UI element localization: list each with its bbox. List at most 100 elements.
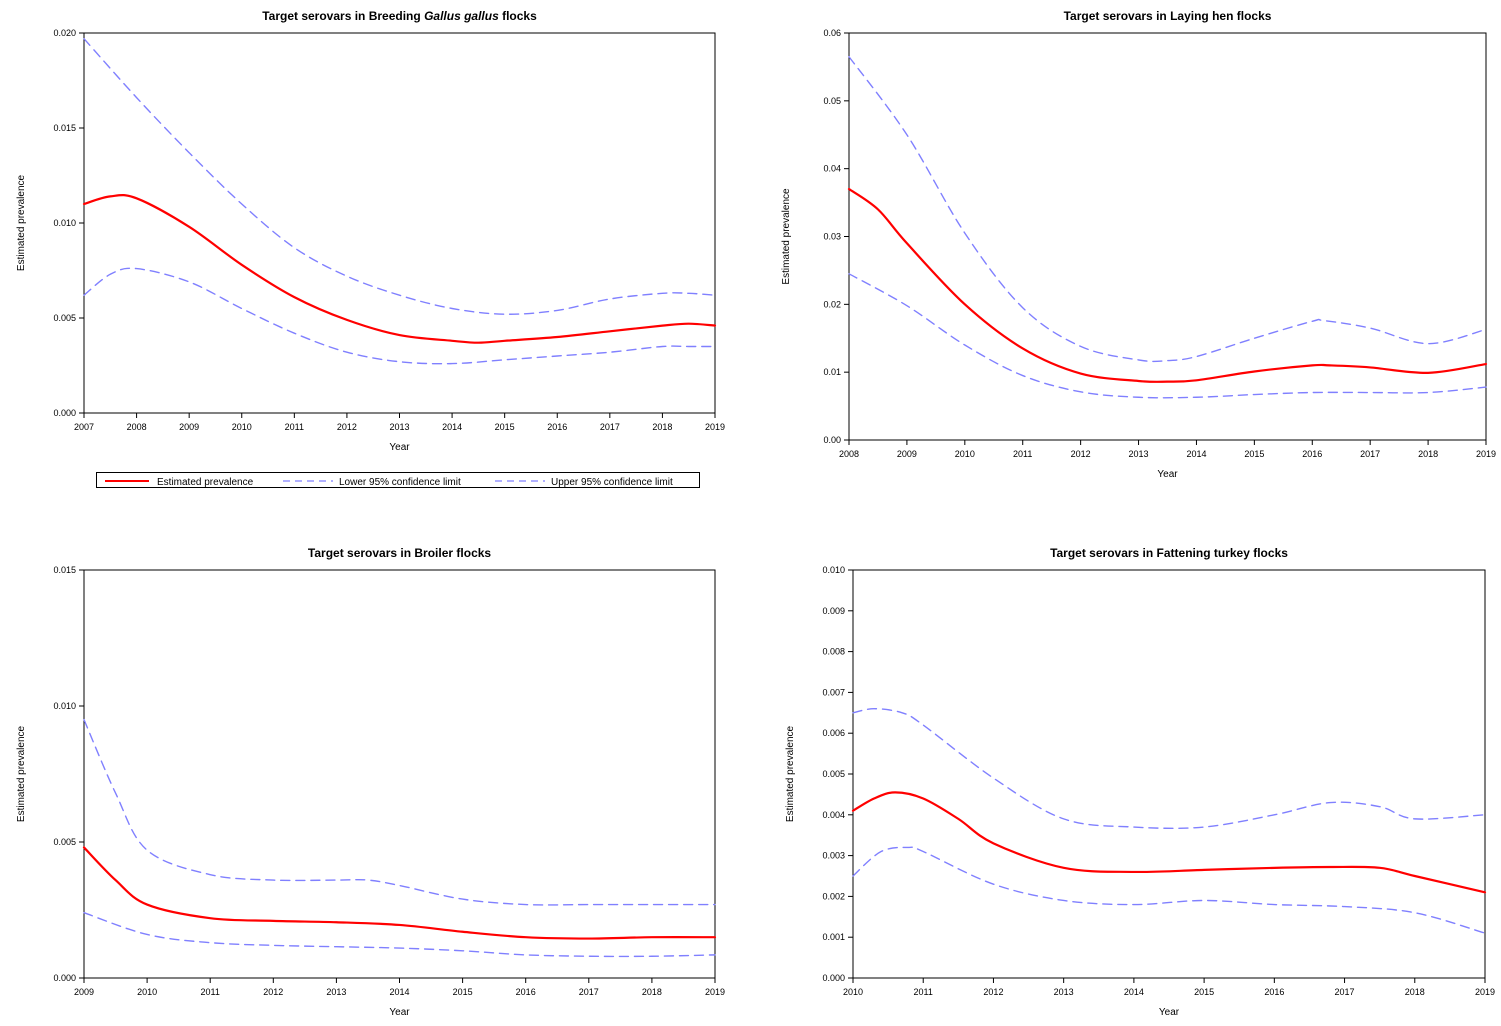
chart-0-xtick-label-7: 2014 <box>442 422 462 432</box>
chart-1-title-part-0: Target serovars in Laying hen flocks <box>1064 9 1272 23</box>
chart-0-xtick-label-2: 2009 <box>179 422 199 432</box>
legend-label-lower: Lower 95% confidence limit <box>339 477 461 488</box>
chart-3-ytick-label-1: 0.001 <box>822 932 845 942</box>
chart-1-xtick-label-1: 2009 <box>897 449 917 459</box>
chart-2-title: Target serovars in Broiler flocks <box>308 546 492 560</box>
chart-2-xlabel: Year <box>389 1007 410 1018</box>
chart-3-ytick-label-8: 0.008 <box>822 647 845 657</box>
chart-3-xtick-label-1: 2011 <box>914 987 933 997</box>
chart-0-xtick-label-9: 2016 <box>547 422 567 432</box>
chart-0-title: Target serovars in Breeding Gallus gallu… <box>262 9 537 23</box>
chart-2-ylabel: Estimated prevalence <box>16 725 27 822</box>
chart-3-xtick-label-5: 2015 <box>1194 987 1214 997</box>
chart-2-ytick-label-0: 0.000 <box>53 973 76 983</box>
chart-broiler: Target serovars in Broiler flocks 2009 201… <box>0 0 750 1026</box>
chart-0-ytick-label-4: 0.020 <box>53 28 76 38</box>
chart-3-xtick-label-8: 2018 <box>1405 987 1425 997</box>
chart-1-ylabel: Estimated prevalence <box>781 188 792 285</box>
chart-2-xtick-label-4: 2013 <box>326 987 346 997</box>
chart-3-series-lower-ci <box>852 846 1486 934</box>
chart-3-plot-frame <box>852 569 1486 979</box>
chart-0-title-part-1: Gallus gallus <box>424 9 499 23</box>
chart-3-xtick-label-6: 2016 <box>1264 987 1284 997</box>
chart-0-series-upper-ci <box>83 38 716 315</box>
chart-1-ytick-label-2: 0.02 <box>823 299 841 309</box>
chart-2-xtick-label-9: 2018 <box>642 987 662 997</box>
chart-breeding-gallus-svg: Target serovars in Breeding Gallus gallu… <box>16 9 725 453</box>
chart-0-xtick-label-0: 2007 <box>74 422 94 432</box>
chart-2-title-part-0: Target serovars in Broiler flocks <box>308 546 492 560</box>
chart-1-xtick-label-0: 2008 <box>839 449 859 459</box>
chart-1-series-lower-ci <box>848 273 1487 399</box>
chart-1-xtick-label-7: 2015 <box>1244 449 1264 459</box>
chart-1-xtick-label-9: 2017 <box>1360 449 1380 459</box>
chart-2-series-lower-ci <box>83 912 716 958</box>
chart-1-series-estimated <box>847 187 1488 383</box>
chart-3-title-part-0: Target serovars in Fattening turkey floc… <box>1050 546 1288 560</box>
chart-1-ytick-label-6: 0.06 <box>823 28 841 38</box>
chart-3-series-estimated <box>851 791 1487 894</box>
chart-0-xtick-label-11: 2018 <box>652 422 672 432</box>
chart-3-xtick-label-7: 2017 <box>1335 987 1355 997</box>
chart-1-xlabel: Year <box>1157 469 1178 480</box>
chart-0-ytick-label-2: 0.010 <box>53 218 76 228</box>
chart-0-title-part-2: flocks <box>499 9 537 23</box>
chart-1-ytick-label-5: 0.05 <box>823 96 841 106</box>
chart-broiler-svg: Target serovars in Broiler flocks 2009 201… <box>16 546 725 1018</box>
chart-laying-hen: Target serovars in Laying hen flocks 2008… <box>0 0 1501 500</box>
chart-3-xtick-label-9: 2019 <box>1475 987 1495 997</box>
chart-2-xtick-label-8: 2017 <box>579 987 599 997</box>
chart-1-xtick-label-2: 2010 <box>955 449 975 459</box>
legend: Estimated prevalence Lower 95% confidenc… <box>96 472 700 488</box>
chart-3-ytick-label-7: 0.007 <box>822 687 845 697</box>
chart-1-xtick-label-4: 2012 <box>1071 449 1091 459</box>
chart-1-xtick-label-3: 2011 <box>1013 449 1032 459</box>
chart-2-series-upper-ci <box>83 718 716 906</box>
chart-3-ytick-label-6: 0.006 <box>822 728 845 738</box>
chart-0-xtick-label-12: 2019 <box>705 422 725 432</box>
chart-1-title: Target serovars in Laying hen flocks <box>1064 9 1272 23</box>
chart-2-xtick-label-3: 2012 <box>263 987 283 997</box>
chart-1-ytick-label-4: 0.04 <box>823 164 841 174</box>
chart-3-xtick-label-2: 2012 <box>983 987 1003 997</box>
chart-2-xtick-label-5: 2014 <box>389 987 409 997</box>
chart-2-xtick-label-1: 2010 <box>137 987 157 997</box>
chart-3-ytick-label-9: 0.009 <box>822 606 845 616</box>
chart-1-ytick-label-1: 0.01 <box>823 367 841 377</box>
chart-0-xtick-label-8: 2015 <box>495 422 515 432</box>
chart-2-xtick-label-0: 2009 <box>74 987 94 997</box>
chart-3-ytick-label-3: 0.003 <box>822 851 845 861</box>
chart-3-ytick-label-10: 0.010 <box>822 565 845 575</box>
chart-2-ytick-label-3: 0.015 <box>53 565 76 575</box>
chart-2-xtick-label-10: 2019 <box>705 987 725 997</box>
chart-1-ytick-label-3: 0.03 <box>823 232 841 242</box>
chart-3-ytick-label-0: 0.000 <box>822 973 845 983</box>
chart-0-title-part-0: Target serovars in Breeding <box>262 9 424 23</box>
chart-1-xtick-label-11: 2019 <box>1476 449 1496 459</box>
chart-0-xtick-label-6: 2013 <box>389 422 409 432</box>
chart-1-xtick-label-6: 2014 <box>1186 449 1206 459</box>
chart-0-ytick-label-3: 0.015 <box>53 123 76 133</box>
legend-label-estimated: Estimated prevalence <box>157 477 254 488</box>
chart-1-series-upper-ci <box>848 56 1487 363</box>
chart-2-ytick-label-2: 0.010 <box>53 701 76 711</box>
chart-3-ylabel: Estimated prevalence <box>785 725 796 822</box>
chart-2-ytick-label-1: 0.005 <box>53 837 76 847</box>
chart-0-ytick-label-0: 0.000 <box>53 408 76 418</box>
chart-2-xtick-label-2: 2011 <box>201 987 220 997</box>
legend-label-upper: Upper 95% confidence limit <box>551 477 673 488</box>
chart-2-series-estimated <box>82 846 717 940</box>
legend-svg: Estimated prevalence Lower 95% confidenc… <box>105 477 673 488</box>
chart-3-ytick-label-4: 0.004 <box>822 810 845 820</box>
chart-0-xtick-label-10: 2017 <box>600 422 620 432</box>
chart-2-xtick-label-6: 2015 <box>453 987 473 997</box>
chart-1-ytick-label-0: 0.00 <box>823 435 841 445</box>
chart-3-ytick-label-2: 0.002 <box>822 891 845 901</box>
chart-3-title: Target serovars in Fattening turkey floc… <box>1050 546 1288 560</box>
chart-1-xtick-label-10: 2018 <box>1418 449 1438 459</box>
chart-0-xtick-label-3: 2010 <box>232 422 252 432</box>
chart-0-series-lower-ci <box>83 267 716 365</box>
chart-1-xtick-label-8: 2016 <box>1302 449 1322 459</box>
